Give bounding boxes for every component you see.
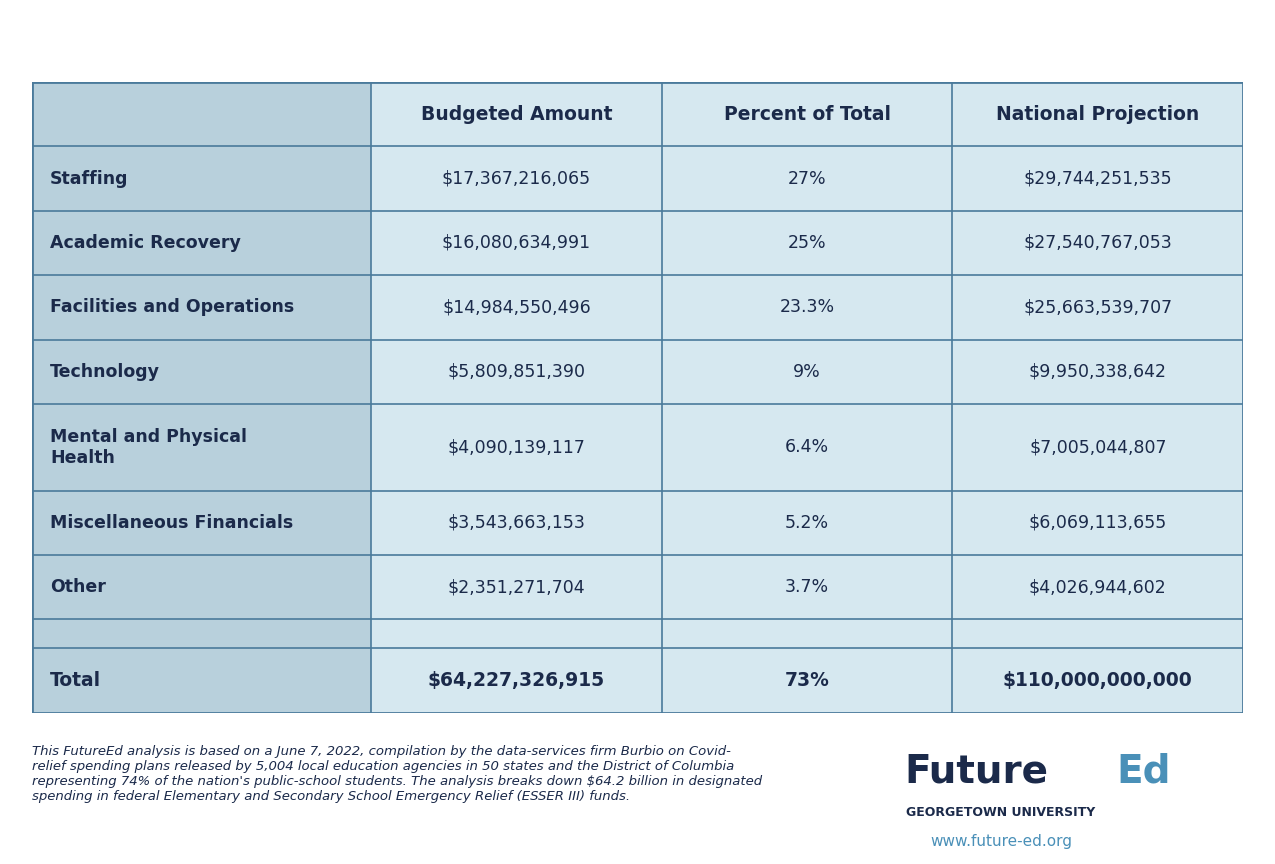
Text: $4,026,944,602: $4,026,944,602 xyxy=(1029,578,1167,596)
Bar xyxy=(32,275,371,340)
Text: $3,543,663,153: $3,543,663,153 xyxy=(448,514,585,532)
Text: Ed: Ed xyxy=(1116,753,1170,791)
Bar xyxy=(952,491,1243,556)
Bar xyxy=(32,491,371,556)
Text: Technology: Technology xyxy=(50,363,161,381)
Text: 25%: 25% xyxy=(788,234,826,252)
Bar xyxy=(952,556,1243,619)
Text: $16,080,634,991: $16,080,634,991 xyxy=(442,234,590,252)
Text: Future: Future xyxy=(904,753,1048,791)
Bar xyxy=(371,619,662,649)
Bar xyxy=(662,82,952,146)
Text: GEORGETOWN UNIVERSITY: GEORGETOWN UNIVERSITY xyxy=(907,806,1095,819)
Text: 27%: 27% xyxy=(788,169,826,187)
Text: $27,540,767,053: $27,540,767,053 xyxy=(1024,234,1172,252)
Bar xyxy=(952,275,1243,340)
Bar xyxy=(662,146,952,211)
Text: 3.7%: 3.7% xyxy=(785,578,829,596)
Bar xyxy=(952,340,1243,403)
Text: Miscellaneous Financials: Miscellaneous Financials xyxy=(50,514,293,532)
Bar xyxy=(662,211,952,275)
Bar xyxy=(371,146,662,211)
Text: $9,950,338,642: $9,950,338,642 xyxy=(1029,363,1167,381)
Text: $7,005,044,807: $7,005,044,807 xyxy=(1029,438,1167,456)
Bar xyxy=(32,82,371,146)
Bar xyxy=(371,491,662,556)
Bar xyxy=(371,403,662,491)
Bar xyxy=(32,649,371,713)
Text: $110,000,000,000: $110,000,000,000 xyxy=(1003,671,1192,690)
Text: Budgeted Amount: Budgeted Amount xyxy=(421,105,612,124)
Text: 5.2%: 5.2% xyxy=(785,514,829,532)
Bar xyxy=(952,649,1243,713)
Bar xyxy=(662,556,952,619)
Bar xyxy=(371,340,662,403)
Bar xyxy=(662,275,952,340)
Bar xyxy=(32,556,371,619)
Bar xyxy=(662,619,952,649)
Text: Other: Other xyxy=(50,578,106,596)
Bar xyxy=(952,619,1243,649)
Text: www.future-ed.org: www.future-ed.org xyxy=(929,835,1072,849)
Bar xyxy=(952,146,1243,211)
Text: $5,809,851,390: $5,809,851,390 xyxy=(448,363,585,381)
Text: $2,351,271,704: $2,351,271,704 xyxy=(448,578,585,596)
Text: 23.3%: 23.3% xyxy=(779,298,835,316)
Bar xyxy=(952,211,1243,275)
Text: $14,984,550,496: $14,984,550,496 xyxy=(442,298,590,316)
Text: $4,090,139,117: $4,090,139,117 xyxy=(448,438,585,456)
Bar xyxy=(952,403,1243,491)
Bar xyxy=(371,275,662,340)
Text: Facilities and Operations: Facilities and Operations xyxy=(50,298,295,316)
Bar xyxy=(32,403,371,491)
Bar xyxy=(32,619,371,649)
Text: Total: Total xyxy=(50,671,101,690)
Text: This FutureEd analysis is based on a June 7, 2022, compilation by the data-servi: This FutureEd analysis is based on a Jun… xyxy=(32,745,762,803)
Bar xyxy=(32,340,371,403)
Text: $64,227,326,915: $64,227,326,915 xyxy=(428,671,604,690)
Bar xyxy=(952,82,1243,146)
Text: $29,744,251,535: $29,744,251,535 xyxy=(1024,169,1172,187)
Text: Mental and Physical
Health: Mental and Physical Health xyxy=(50,428,247,467)
Text: Academic Recovery: Academic Recovery xyxy=(50,234,241,252)
Bar xyxy=(662,491,952,556)
Bar xyxy=(32,211,371,275)
Text: $17,367,216,065: $17,367,216,065 xyxy=(442,169,590,187)
Text: 9%: 9% xyxy=(793,363,821,381)
Bar xyxy=(371,556,662,619)
Text: Percent of Total: Percent of Total xyxy=(724,105,890,124)
Text: National Projection: National Projection xyxy=(996,105,1200,124)
Text: Staffing: Staffing xyxy=(50,169,129,187)
Bar xyxy=(371,649,662,713)
Bar xyxy=(662,403,952,491)
Text: $25,663,539,707: $25,663,539,707 xyxy=(1024,298,1172,316)
Bar xyxy=(32,146,371,211)
Bar xyxy=(662,649,952,713)
Bar xyxy=(371,82,662,146)
Text: $6,069,113,655: $6,069,113,655 xyxy=(1029,514,1167,532)
Bar xyxy=(371,211,662,275)
Bar xyxy=(662,340,952,403)
Text: LOCAL EDUCATION AGENCIES' PLANNED ESSER III SPENDING: LOCAL EDUCATION AGENCIES' PLANNED ESSER … xyxy=(237,29,1038,53)
Text: 73%: 73% xyxy=(784,671,830,690)
Text: 6.4%: 6.4% xyxy=(785,438,829,456)
